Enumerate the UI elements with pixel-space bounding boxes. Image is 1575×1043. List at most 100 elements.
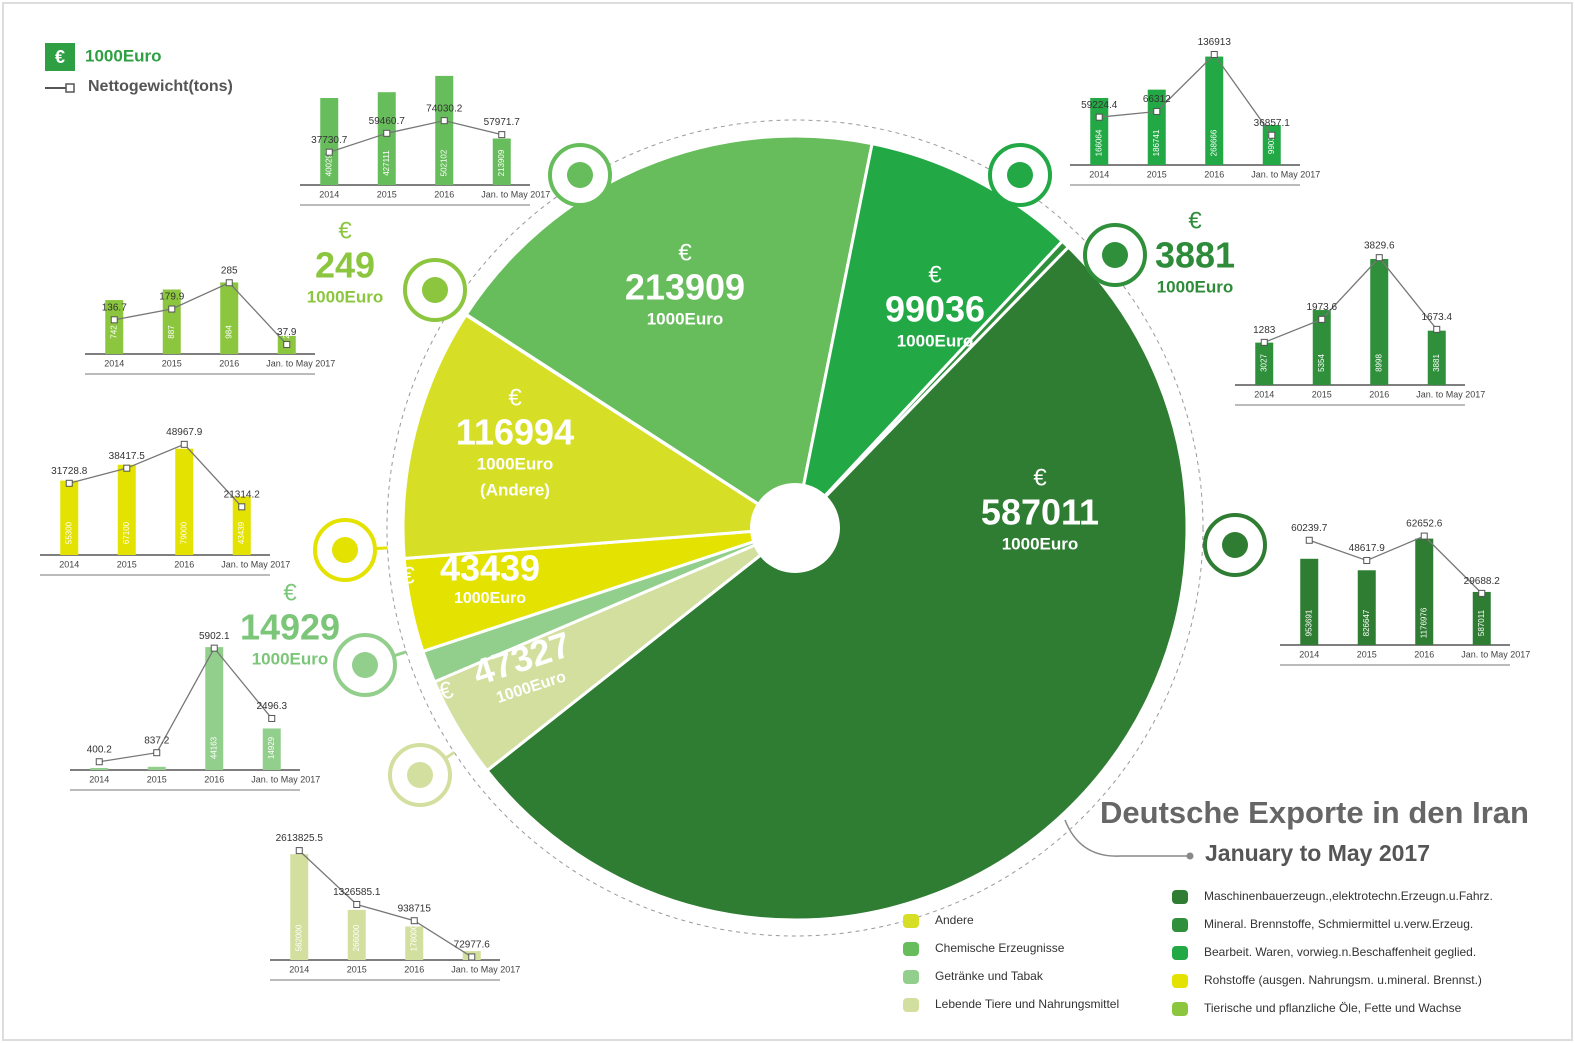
mini-line-marker <box>1363 556 1371 564</box>
mini-period-label: 2014 <box>1299 649 1319 659</box>
mini-period-label: 2015 <box>117 559 137 569</box>
mini-bar-label: 562000 <box>294 924 303 951</box>
mini-bar <box>1205 56 1224 165</box>
mini-line-marker <box>210 644 218 652</box>
mini-line-label: 1973.6 <box>1306 302 1337 313</box>
unit-legend-label: 1000Euro <box>85 46 162 65</box>
mini-period-label: 2014 <box>59 559 79 569</box>
mini-period-label: 2016 <box>1414 649 1434 659</box>
mini-bar-label: 79000 <box>179 521 188 544</box>
mini-period-label: Jan. to May 2017 <box>1251 169 1320 179</box>
category-icon-glyph <box>352 652 378 678</box>
chart-subtitle: January to May 2017 <box>1205 840 1430 866</box>
slice-unit: 1000Euro <box>252 649 329 668</box>
mini-bar-label: 178000 <box>409 924 418 951</box>
legend-label: Rohstoffe (ausgen. Nahrungsm. u.mineral.… <box>1204 973 1482 987</box>
category-icon-glyph <box>567 162 593 188</box>
slice-unit: 1000Euro <box>454 590 526 607</box>
slice-currency: € <box>508 384 522 411</box>
mini-line-label: 5902.1 <box>199 631 230 642</box>
pie-slice <box>792 141 1065 533</box>
mini-line-label: 1673.4 <box>1421 312 1452 323</box>
mini-bar <box>405 926 424 960</box>
icon-connector <box>374 546 388 551</box>
mini-line-marker <box>110 316 118 324</box>
mini-line-marker <box>65 479 73 487</box>
mini-line-label: 59224.4 <box>1081 100 1118 111</box>
mini-line-label: 3829.6 <box>1364 240 1395 251</box>
mini-bar-label: 14929 <box>267 736 276 759</box>
mini-line-label: 74030.2 <box>426 103 463 114</box>
mini-bar <box>1255 342 1274 385</box>
mini-bar-label: 400296 <box>324 149 333 176</box>
mini-line-label: 57971.7 <box>484 117 521 128</box>
title-connector <box>1064 819 1188 857</box>
mini-line <box>1309 535 1483 594</box>
mini-bar-label: 213909 <box>497 149 506 176</box>
category-icon-glyph <box>1007 162 1033 188</box>
unit-legend-symbol: € <box>55 47 65 67</box>
mini-bar <box>60 480 79 555</box>
mini-period-label: 2014 <box>89 774 109 784</box>
category-icon-glyph <box>422 277 448 303</box>
mini-line-label: 72977.6 <box>454 940 491 951</box>
mini-line-marker <box>95 758 103 766</box>
mini-bar <box>175 448 194 555</box>
mini-line-label: 837.2 <box>144 735 169 746</box>
legend-label: Getränke und Tabak <box>935 969 1044 983</box>
mini-line-marker <box>325 148 333 156</box>
mini-line-label: 48967.9 <box>166 427 203 438</box>
legend-label: Mineral. Brennstoffe, Schmiermittel u.ve… <box>1204 917 1473 931</box>
mini-period-label: 2014 <box>1089 169 1109 179</box>
mini-line-label: 2496.3 <box>256 701 287 712</box>
mini-bar-label: 249 <box>282 325 291 339</box>
line-legend-label: Nettogewicht(tons) <box>88 78 233 95</box>
legend-swatch <box>903 914 919 928</box>
mini-line-marker <box>180 440 188 448</box>
mini-bar <box>205 647 224 770</box>
mini-bar-label: 43439 <box>237 521 246 544</box>
mini-bar <box>1472 591 1491 645</box>
mini-period-label: 2016 <box>174 559 194 569</box>
pie-slice <box>484 244 1189 922</box>
slice-currency: € <box>401 562 415 589</box>
mini-bar <box>262 728 281 770</box>
slice-value: 14929 <box>240 607 340 648</box>
legend-swatch <box>1172 918 1188 932</box>
mini-line-label: 136913 <box>1198 37 1232 48</box>
mini-bar-label: 1152 <box>152 739 161 757</box>
legend-label: Bearbeit. Waren, vorwieg.n.Beschaffenhei… <box>1204 945 1476 959</box>
mini-line-marker <box>283 341 291 349</box>
mini-period-label: 2016 <box>404 964 424 974</box>
category-icon-glyph <box>1222 532 1248 558</box>
slice-currency: € <box>678 239 692 266</box>
slice-unit: 1000Euro <box>477 454 554 473</box>
title-connector-dot <box>1186 852 1194 860</box>
mini-period-label: 2014 <box>104 358 124 368</box>
mini-line-marker <box>1375 254 1383 262</box>
slice-value: 43439 <box>440 548 540 589</box>
mini-line-label: 66312 <box>1143 94 1171 105</box>
mini-bar <box>1357 570 1376 645</box>
mini-bar-label: 268666 <box>1209 129 1218 156</box>
mini-period-label: 2015 <box>1147 169 1167 179</box>
unit-legend-swatch <box>45 43 75 71</box>
mini-period-label: Jan. to May 2017 <box>251 774 320 784</box>
mini-line-marker <box>123 464 131 472</box>
mini-period-label: 2014 <box>319 189 339 199</box>
mini-line-label: 136.7 <box>102 302 127 313</box>
mini-bar <box>492 138 511 185</box>
mini-bar <box>1300 558 1319 645</box>
slice-currency: € <box>1188 207 1202 234</box>
mini-period-label: 2016 <box>204 774 224 784</box>
chart-title: Deutsche Exporte in den Iran <box>1100 795 1529 830</box>
mini-line-label: 36857.1 <box>1254 118 1291 129</box>
mini-bar <box>220 282 239 354</box>
mini-bar-label: 742 <box>109 325 118 339</box>
mini-bar <box>105 300 124 354</box>
